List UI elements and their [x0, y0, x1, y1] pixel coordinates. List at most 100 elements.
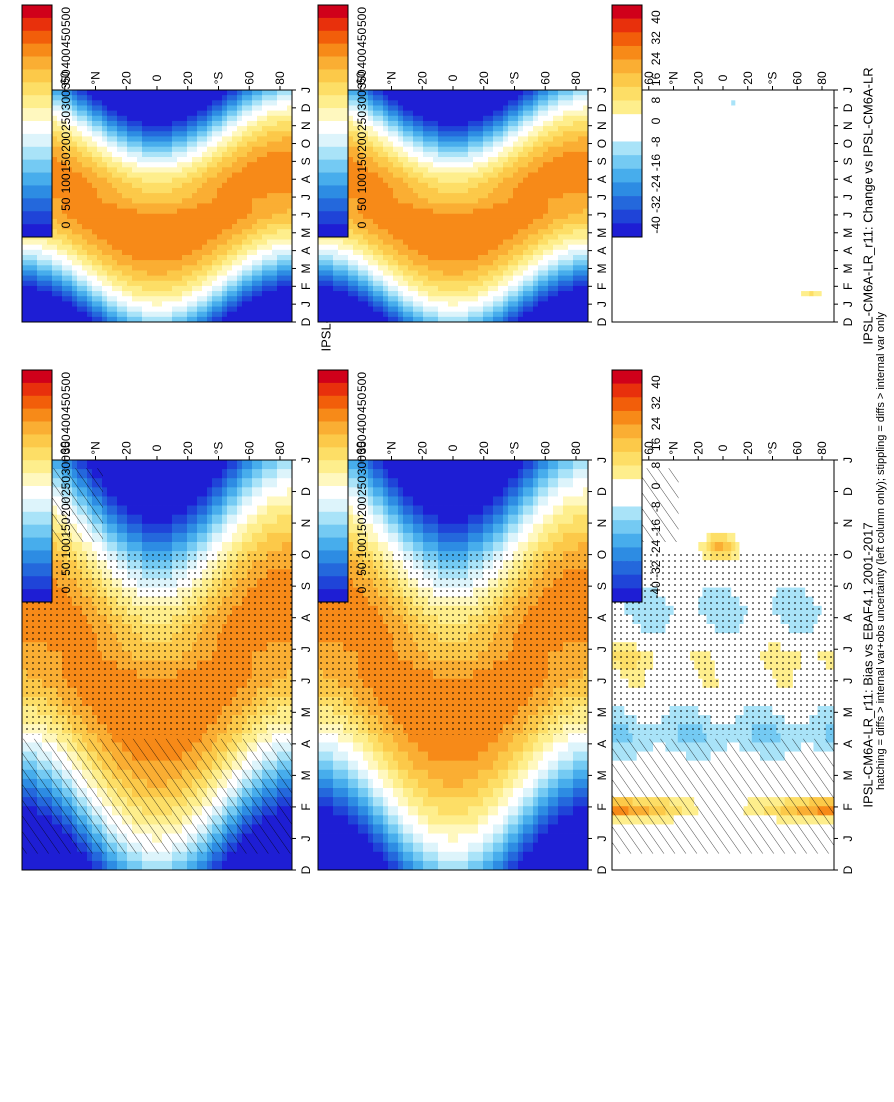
obs-cell — [378, 514, 384, 525]
model-left-cell — [167, 460, 173, 470]
obs-cell — [568, 532, 574, 543]
obs-cell — [538, 842, 544, 853]
model-left-cell — [277, 478, 283, 488]
obs-cell — [563, 523, 569, 534]
obs-cell — [348, 460, 354, 470]
model-left-cell — [117, 532, 123, 543]
obs-cell — [318, 797, 324, 807]
obs-cell — [463, 478, 469, 488]
obs-cell — [573, 496, 579, 506]
model-left-cell — [112, 542, 118, 552]
obs-cell — [583, 760, 589, 771]
model-left-cell — [187, 733, 193, 743]
obs-cell — [538, 505, 544, 516]
model-left-cell — [102, 496, 108, 506]
model-left-cell — [172, 496, 178, 506]
model-left-cell — [217, 532, 223, 543]
model-left-cell — [122, 505, 128, 516]
obs-cell — [448, 797, 454, 807]
obs-cell — [558, 806, 564, 816]
obs-cell — [538, 469, 544, 479]
obs-cell — [433, 487, 439, 497]
obs-cell — [373, 769, 379, 780]
obs-cell — [383, 487, 389, 497]
model-left-cell — [202, 851, 208, 862]
obs-cell — [468, 532, 474, 543]
model-left-cell — [147, 487, 153, 497]
obs-cell — [488, 797, 494, 807]
obs-cell — [398, 742, 404, 752]
obs-cell — [323, 797, 329, 807]
model-left-cell — [187, 478, 193, 488]
obs-cell — [388, 733, 394, 743]
obs-cell — [508, 760, 514, 771]
obs-cell — [373, 797, 379, 807]
obs-cell — [438, 487, 444, 497]
obs-cell — [463, 797, 469, 807]
obs-cell — [333, 778, 339, 789]
obs-cell — [408, 769, 414, 780]
obs-cell — [523, 742, 529, 752]
obs-cell — [373, 487, 379, 497]
obs-cell — [513, 742, 519, 752]
obs-cell — [338, 824, 344, 834]
obs-cell — [443, 751, 449, 762]
obs-cell — [343, 815, 349, 825]
model-left-cell — [192, 478, 198, 488]
obs-cell — [573, 514, 579, 525]
obs-cell — [438, 542, 444, 552]
obs-cell — [348, 505, 354, 516]
obs-cell — [458, 806, 464, 816]
obs-cell — [328, 806, 334, 816]
model-left-cell — [207, 523, 213, 534]
model-left-cell — [87, 542, 93, 552]
obs-cell — [573, 478, 579, 488]
obs-cell — [338, 833, 344, 844]
obs-cell — [343, 851, 349, 862]
obs-cell — [468, 760, 474, 771]
obs-cell — [563, 460, 569, 470]
model-left-cell — [127, 514, 133, 525]
model-left-cell — [112, 733, 118, 743]
obs-cell — [563, 514, 569, 525]
obs-cell — [533, 487, 539, 497]
obs-cell — [393, 478, 399, 488]
obs-cell — [393, 851, 399, 862]
obs-cell — [383, 478, 389, 488]
obs-cell — [353, 532, 359, 543]
obs-cell — [348, 797, 354, 807]
obs-cell — [453, 851, 459, 862]
obs-cell — [538, 824, 544, 834]
model-left-cell — [172, 542, 178, 552]
obs-cell — [413, 478, 419, 488]
obs-cell — [473, 797, 479, 807]
model-left-cell — [117, 496, 123, 506]
obs-cell — [368, 760, 374, 771]
obs-cell — [353, 797, 359, 807]
obs-cell — [428, 824, 434, 834]
obs-cell — [383, 797, 389, 807]
model-left-cell — [147, 860, 153, 871]
model-left-cell — [62, 733, 68, 743]
obs-cell — [438, 815, 444, 825]
obs-cell — [518, 833, 524, 844]
model-left-cell — [262, 542, 268, 552]
model-left-cell — [157, 460, 163, 470]
obs-cell — [438, 778, 444, 789]
model-left-lat-label: °S — [212, 442, 226, 455]
obs-cell — [333, 760, 339, 771]
model-left-cell — [212, 505, 218, 516]
obs-cell — [368, 788, 374, 798]
obs-cell — [568, 460, 574, 470]
model-left-cell — [27, 733, 33, 743]
obs-cell — [468, 487, 474, 497]
obs-cell — [373, 806, 379, 816]
obs-cell — [473, 860, 479, 871]
obs-cell — [458, 833, 464, 844]
obs-cell — [568, 478, 574, 488]
model-left-cell — [147, 460, 153, 470]
obs-cell — [378, 778, 384, 789]
model-left-cell — [117, 514, 123, 525]
obs-cell — [393, 469, 399, 479]
obs-cell — [578, 496, 584, 506]
